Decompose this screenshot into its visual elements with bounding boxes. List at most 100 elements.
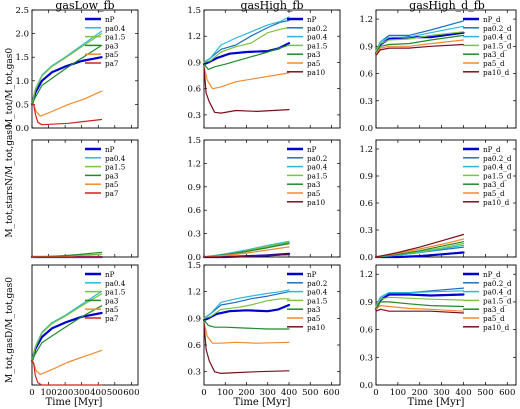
y-tick-label: 0.6 <box>187 206 201 216</box>
legend-label-nP: nP <box>307 145 317 154</box>
x-axis-label-col-3: Time [Myr] <box>408 397 465 408</box>
x-tick-label: 600 <box>499 388 515 398</box>
plot-frame <box>375 264 517 386</box>
legend-label-pa0.2: pa0.2 <box>307 24 327 33</box>
legend-label-nP: nP <box>307 15 317 24</box>
y-tick-label: 0.0 <box>359 381 373 391</box>
y-tick-label: 1.5 <box>187 261 201 271</box>
legend-label-pa1.5: pa1.5 <box>307 171 328 180</box>
series-line-pa3 <box>203 44 290 71</box>
column-title-gasHigh-d-fb: gasHigh_d_fb <box>409 0 485 12</box>
y-tick-label: 0.6 <box>359 199 373 209</box>
series-line-pa1.5 <box>31 293 103 362</box>
y-tick-label: 0.9 <box>359 42 373 52</box>
panel-r2-c2: 0.00.30.60.91.21.5nPpa0.2pa0.4pa1.5pa3pa… <box>187 136 341 263</box>
panel-r2-c3: 0.0 0.3 0.6 0.9 1.2 nP_dpa0.2_dpa0.4_dpa1.5_d… <box>359 139 517 263</box>
legend-label-pa0.4: pa0.4 <box>307 288 328 297</box>
y-tick-label: 0.0 <box>187 253 201 263</box>
series-line-pa1.5 <box>203 298 290 319</box>
x-tick-label: 100 <box>390 388 406 398</box>
legend-label-pa10: pa10 <box>307 323 325 332</box>
legend-label-nP: nP <box>105 145 115 154</box>
y-tick-label: 0.3 <box>187 111 201 121</box>
y-tick-label: 0.6 <box>187 341 201 351</box>
y-tick-label: 1.2 <box>187 159 201 169</box>
series-line-pa5_d <box>375 39 465 55</box>
x-tick-label: 300 <box>434 388 450 398</box>
series-line-pa3 <box>31 44 103 106</box>
legend-label-pa5: pa5 <box>307 314 321 323</box>
legend-label-pa10_d: pa10_d <box>483 68 510 77</box>
legend-label-pa3: pa3 <box>307 50 321 59</box>
y-tick-label: 1.2 <box>187 32 201 42</box>
series-line-nP_d <box>374 293 465 311</box>
series-line-pa1.5 <box>203 26 290 64</box>
legend-label-pa10: pa10 <box>307 68 325 77</box>
x-tick-label: 500 <box>302 388 318 398</box>
series-line-pa10 <box>203 322 290 374</box>
series-line-pa3 <box>31 305 103 362</box>
legend-label-pa10: pa10 <box>307 198 325 207</box>
y-tick-label: 0.3 <box>187 230 201 240</box>
y-tick-label: 2.0 <box>15 30 29 40</box>
legend-label-pa5: pa5 <box>105 50 119 59</box>
legend-label-pa5_d: pa5_d <box>483 314 505 323</box>
plot-frame <box>375 139 517 258</box>
legend-label-pa0.2: pa0.2 <box>307 154 327 163</box>
legend-label-pa5: pa5 <box>105 180 119 189</box>
series-line-pa0.4 <box>203 16 290 64</box>
x-tick-label: 400 <box>90 388 106 398</box>
legend-label-pa1.5: pa1.5 <box>105 33 126 42</box>
y-tick-label: 1.5 <box>187 136 201 146</box>
x-axis-label-col-1: Time [Myr] <box>46 397 103 408</box>
series-line-pa7 <box>31 103 103 126</box>
series-line-nP_d <box>374 31 465 55</box>
legend-label-pa0.4: pa0.4 <box>307 163 328 172</box>
series-line-pa5 <box>203 322 290 344</box>
x-tick-label: 0 <box>373 388 378 398</box>
legend-label-pa0.4: pa0.4 <box>105 24 126 33</box>
panel-r1-c3: 0.0 0.3 0.6 0.9 1.2 nP_dpa0.2_dpa0.4_dpa1.5_d… <box>359 9 517 134</box>
x-tick-label: 300 <box>260 388 276 398</box>
x-tick-label: 400 <box>455 388 471 398</box>
legend-label-pa1.5: pa1.5 <box>105 163 126 172</box>
series-line-pa7 <box>31 360 103 386</box>
series-line-pa3 <box>203 319 290 330</box>
series-line-pa0.4_d <box>375 25 465 52</box>
legend-label-pa3_d: pa3_d <box>483 305 505 314</box>
x-axis-label-col-2: Time [Myr] <box>234 397 291 408</box>
y-tick-label: 0.6 <box>187 85 201 95</box>
y-axis-label-row-1: M_tot/M_tot,gas0 <box>5 48 15 128</box>
y-tick-label: 2.5 <box>15 6 29 16</box>
panel-r3-c2: 0 100 200 300 400 500 6000.30.60.91.21.5nPpa0.… <box>187 261 341 398</box>
legend-label-pa5_d: pa5_d <box>483 189 505 198</box>
x-tick-label: 400 <box>281 388 297 398</box>
legend-label-nP_d: nP_d <box>483 15 501 24</box>
legend-label-pa1.5: pa1.5 <box>105 288 126 297</box>
y-tick-label: 0.9 <box>359 172 373 182</box>
series-line-pa1.5 <box>31 32 103 106</box>
legend-label-pa7: pa7 <box>105 314 119 323</box>
legend-label-pa7: pa7 <box>105 59 119 68</box>
y-tick-label: 0.6 <box>359 326 373 336</box>
series-line-pa10_d <box>375 43 465 57</box>
series-line-pa3_d <box>375 301 465 310</box>
y-tick-label: 0.9 <box>359 298 373 308</box>
x-tick-label: 200 <box>57 388 73 398</box>
y-tick-label: 0.3 <box>187 368 201 378</box>
legend-label-pa5_d: pa5_d <box>483 59 505 68</box>
legend-label-pa3_d: pa3_d <box>483 180 505 189</box>
plot-frame <box>203 264 341 386</box>
series-line-pa0.4_d <box>375 290 465 308</box>
legend-label-pa1.5_d: pa1.5_d <box>483 296 512 305</box>
series-line-nP_d <box>374 251 465 259</box>
legend-label-pa3: pa3 <box>307 180 321 189</box>
series-line-pa5 <box>203 66 290 90</box>
legend-label-pa3: pa3 <box>105 171 119 180</box>
series-line-pa5_d <box>375 305 465 312</box>
legend-label-pa5: pa5 <box>307 189 321 198</box>
x-tick-label: 500 <box>477 388 493 398</box>
